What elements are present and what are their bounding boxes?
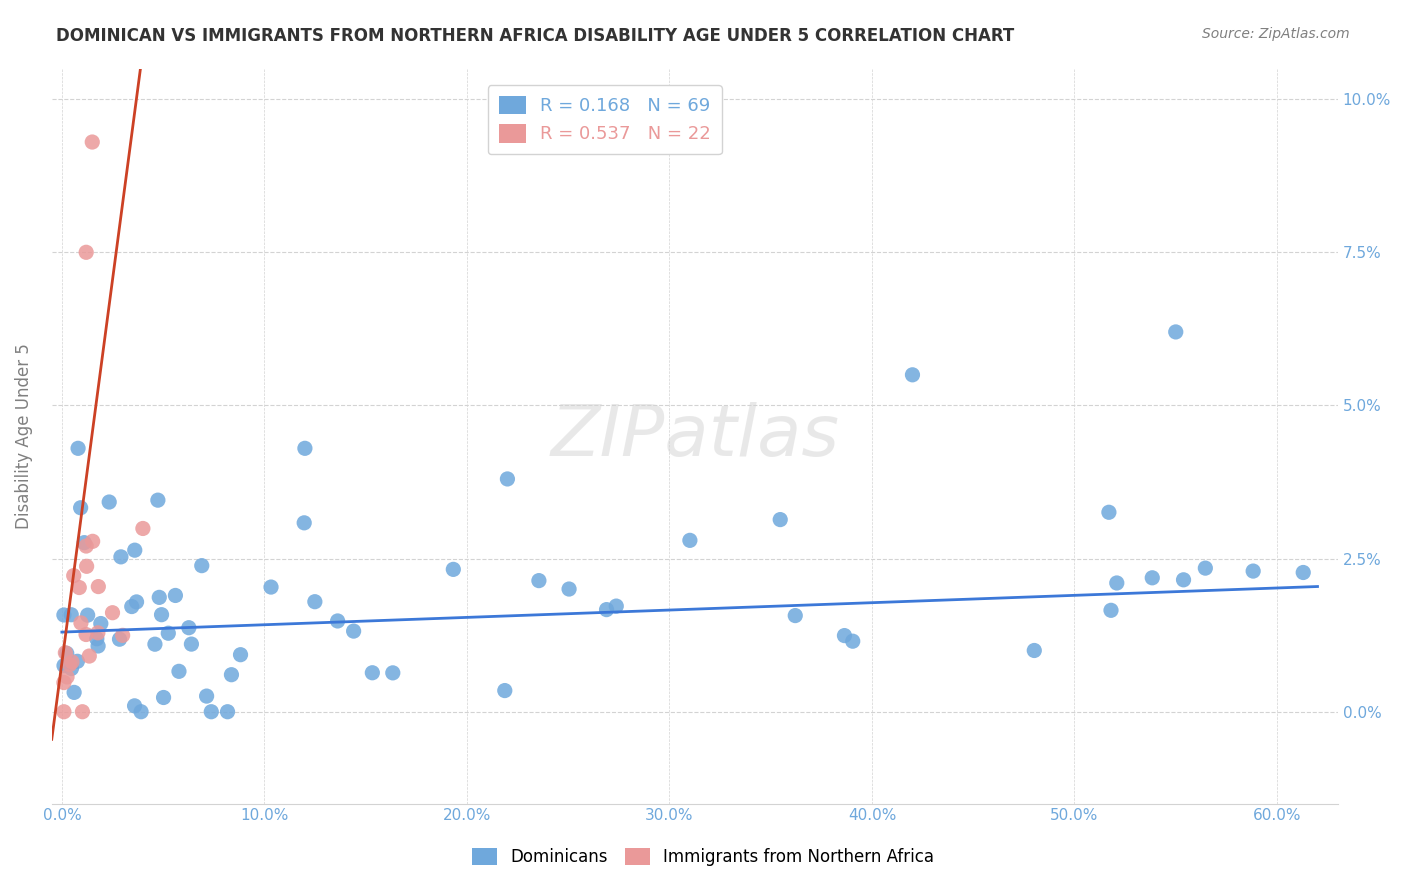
Dominicans (605, 599, 627, 613)
Dominicans (86, 632, 108, 646)
Text: ZIPatlas: ZIPatlas (550, 401, 839, 471)
Immigrants from Northern Africa (56, 670, 79, 684)
Dominicans (63, 685, 86, 699)
Dominicans (294, 442, 316, 456)
Dominicans (180, 637, 202, 651)
Immigrants from Northern Africa (111, 628, 134, 642)
Dominicans (326, 614, 349, 628)
Dominicans (217, 705, 239, 719)
Dominicans (1173, 573, 1195, 587)
Dominicans (73, 535, 96, 549)
Dominicans (60, 661, 83, 675)
Dominicans (108, 632, 131, 647)
Dominicans (1164, 325, 1187, 339)
Immigrants from Northern Africa (76, 559, 98, 574)
Dominicans (129, 705, 152, 719)
Immigrants from Northern Africa (72, 705, 94, 719)
Legend: R = 0.168   N = 69, R = 0.537   N = 22: R = 0.168 N = 69, R = 0.537 N = 22 (488, 85, 721, 154)
Immigrants from Northern Africa (132, 521, 155, 535)
Dominicans (496, 472, 519, 486)
Dominicans (1194, 561, 1216, 575)
Dominicans (52, 607, 75, 622)
Immigrants from Northern Africa (67, 581, 90, 595)
Dominicans (1099, 603, 1122, 617)
Immigrants from Northern Africa (58, 657, 80, 672)
Dominicans (66, 654, 89, 668)
Dominicans (55, 647, 77, 661)
Dominicans (901, 368, 924, 382)
Dominicans (165, 589, 187, 603)
Dominicans (834, 629, 856, 643)
Dominicans (769, 513, 792, 527)
Dominicans (191, 558, 214, 573)
Dominicans (304, 595, 326, 609)
Dominicans (221, 667, 243, 681)
Dominicans (229, 648, 252, 662)
Immigrants from Northern Africa (62, 568, 84, 582)
Text: Source: ZipAtlas.com: Source: ZipAtlas.com (1202, 27, 1350, 41)
Dominicans (76, 608, 98, 623)
Dominicans (53, 658, 76, 673)
Y-axis label: Disability Age Under 5: Disability Age Under 5 (15, 343, 32, 529)
Immigrants from Northern Africa (75, 245, 97, 260)
Immigrants from Northern Africa (101, 606, 124, 620)
Dominicans (361, 665, 384, 680)
Dominicans (200, 705, 222, 719)
Dominicans (441, 562, 464, 576)
Dominicans (292, 516, 315, 530)
Dominicans (1142, 571, 1164, 585)
Dominicans (69, 500, 91, 515)
Immigrants from Northern Africa (60, 655, 83, 669)
Immigrants from Northern Africa (70, 615, 93, 630)
Dominicans (494, 683, 516, 698)
Immigrants from Northern Africa (53, 646, 76, 660)
Immigrants from Northern Africa (52, 705, 75, 719)
Dominicans (148, 591, 170, 605)
Dominicans (527, 574, 550, 588)
Dominicans (595, 602, 617, 616)
Dominicans (60, 607, 83, 622)
Immigrants from Northern Africa (75, 627, 97, 641)
Immigrants from Northern Africa (87, 625, 110, 640)
Dominicans (558, 582, 581, 596)
Immigrants from Northern Africa (87, 580, 110, 594)
Dominicans (195, 689, 218, 703)
Immigrants from Northern Africa (82, 534, 104, 549)
Dominicans (260, 580, 283, 594)
Dominicans (124, 698, 146, 713)
Dominicans (785, 608, 807, 623)
Dominicans (146, 493, 169, 508)
Dominicans (87, 639, 110, 653)
Dominicans (67, 442, 90, 456)
Dominicans (143, 637, 166, 651)
Dominicans (90, 616, 112, 631)
Dominicans (167, 665, 190, 679)
Immigrants from Northern Africa (75, 539, 97, 553)
Dominicans (343, 624, 366, 639)
Text: DOMINICAN VS IMMIGRANTS FROM NORTHERN AFRICA DISABILITY AGE UNDER 5 CORRELATION : DOMINICAN VS IMMIGRANTS FROM NORTHERN AF… (56, 27, 1015, 45)
Dominicans (98, 495, 121, 509)
Immigrants from Northern Africa (52, 675, 75, 690)
Dominicans (381, 665, 404, 680)
Dominicans (1098, 505, 1121, 519)
Immigrants from Northern Africa (82, 135, 104, 149)
Dominicans (150, 607, 173, 622)
Dominicans (1292, 566, 1315, 580)
Dominicans (177, 621, 200, 635)
Dominicans (841, 634, 863, 648)
Dominicans (121, 599, 143, 614)
Dominicans (157, 626, 180, 640)
Dominicans (110, 549, 132, 564)
Legend: Dominicans, Immigrants from Northern Africa: Dominicans, Immigrants from Northern Afr… (464, 840, 942, 875)
Dominicans (1105, 576, 1128, 591)
Dominicans (125, 595, 148, 609)
Dominicans (152, 690, 174, 705)
Dominicans (124, 543, 146, 558)
Dominicans (679, 533, 702, 548)
Dominicans (1241, 564, 1264, 578)
Immigrants from Northern Africa (79, 648, 101, 663)
Dominicans (1024, 643, 1046, 657)
